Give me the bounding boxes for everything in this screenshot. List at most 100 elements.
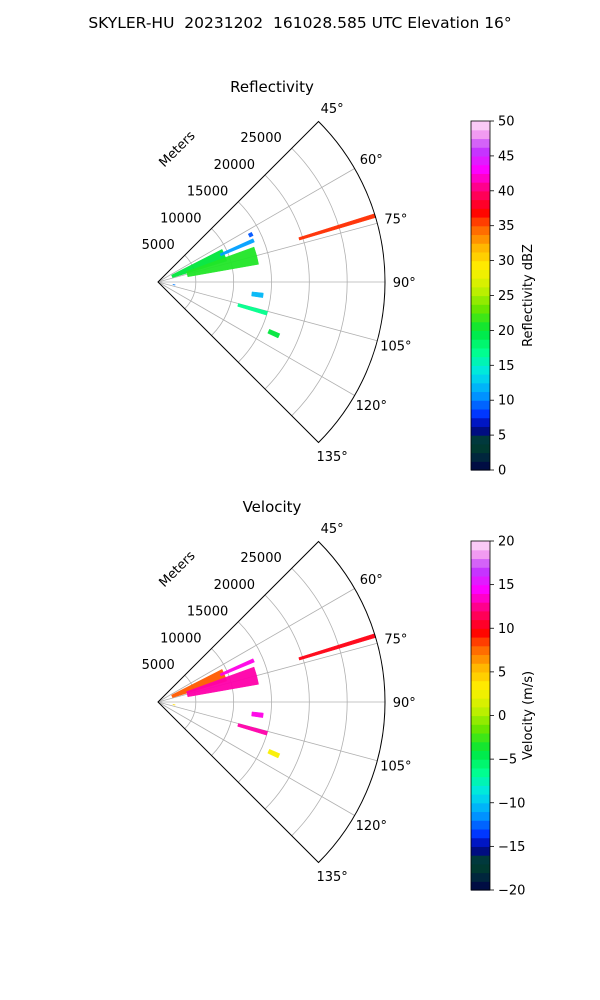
colorbar-segment xyxy=(471,689,490,699)
radar-echo xyxy=(172,284,176,286)
radar-echo xyxy=(237,723,268,736)
colorbar-tick-label: −20 xyxy=(498,884,525,899)
colorbar-tick-label: 25 xyxy=(498,289,515,304)
colorbar-segment xyxy=(471,654,490,664)
colorbar-segment xyxy=(471,365,490,375)
colorbar-segment xyxy=(471,374,490,384)
colorbar-segment xyxy=(471,811,490,821)
figure-title: SKYLER-HU 20231202 161028.585 UTC Elevat… xyxy=(88,14,512,32)
colorbar-tick-label: 20 xyxy=(498,535,515,550)
colorbar-tick-label: 30 xyxy=(498,254,515,269)
colorbar-segment xyxy=(471,855,490,865)
colorbar-segment xyxy=(471,129,490,140)
colorbar-segment xyxy=(471,671,490,682)
colorbar-segment xyxy=(471,828,490,839)
radial-axis-label: Meters xyxy=(157,548,199,590)
colorbar-tick-label: 10 xyxy=(498,622,515,637)
colorbar-segment xyxy=(471,461,490,471)
colorbar-segment xyxy=(471,663,490,673)
radar-echo xyxy=(267,328,281,339)
angular-gridline xyxy=(157,168,355,283)
colorbar-label: Reflectivity dBZ xyxy=(521,244,536,347)
radial-axis-label: Meters xyxy=(157,128,199,170)
colorbar-tick-label: 0 xyxy=(498,709,506,724)
colorbar-segment xyxy=(471,794,490,804)
colorbar-segment xyxy=(471,121,490,131)
colorbar-segment xyxy=(471,776,490,786)
colorbar-segment xyxy=(471,785,490,795)
radial-tick-label: 5000 xyxy=(142,238,175,253)
colorbar-segment xyxy=(471,443,490,454)
radial-tick-label: 15000 xyxy=(187,605,228,620)
colorbar-segment xyxy=(471,750,490,760)
colorbar-segment xyxy=(471,321,490,331)
radial-tick-label: 20000 xyxy=(214,578,255,593)
colorbar-segment xyxy=(471,741,490,751)
theta-tick-label: 45° xyxy=(321,522,344,537)
colorbar-tick-label: 5 xyxy=(498,665,506,680)
colorbar-segment xyxy=(471,452,490,462)
colorbar-segment xyxy=(471,602,490,612)
colorbar-segment xyxy=(471,619,490,629)
colorbar-segment xyxy=(471,435,490,445)
colorbar-segment xyxy=(471,286,490,297)
colorbar-segment xyxy=(471,645,490,656)
colorbar-tick-label: 40 xyxy=(498,184,515,199)
colorbar-tick-label: 0 xyxy=(498,464,506,479)
colorbar-segment xyxy=(471,173,490,183)
radial-tick-label: 25000 xyxy=(240,551,281,566)
colorbar-segment xyxy=(471,164,490,174)
theta-tick-label: 135° xyxy=(316,450,347,465)
theta-tick-label: 105° xyxy=(380,340,411,355)
colorbar-segment xyxy=(471,269,490,279)
polar-sector-border xyxy=(157,120,386,444)
radar-echo xyxy=(247,231,254,238)
colorbar-segment xyxy=(471,278,490,288)
radar-echo xyxy=(267,748,281,759)
colorbar-segment xyxy=(471,698,490,708)
theta-tick-label: 135° xyxy=(316,870,347,885)
colorbar-segment xyxy=(471,846,490,856)
colorbar-segment xyxy=(471,251,490,262)
colorbar-tick-label: −5 xyxy=(498,753,517,768)
colorbar-segment xyxy=(471,820,490,830)
colorbar-segment xyxy=(471,155,490,166)
angular-gridline xyxy=(157,281,355,396)
colorbar-segment xyxy=(471,732,490,743)
colorbar-segment xyxy=(471,417,490,427)
colorbar-segment xyxy=(471,304,490,314)
colorbar-segment xyxy=(471,182,490,192)
colorbar-segment xyxy=(471,400,490,410)
colorbar-segment xyxy=(471,872,490,882)
colorbar-tick-label: 20 xyxy=(498,324,515,339)
colorbar-segment xyxy=(471,706,490,717)
radar-echo xyxy=(186,666,259,698)
polar-sector-border xyxy=(157,540,386,864)
colorbar-segment xyxy=(471,234,490,244)
radar-echo xyxy=(219,238,255,257)
colorbar-segment xyxy=(471,356,490,366)
radial-tick-label: 10000 xyxy=(160,211,201,226)
colorbar-segment xyxy=(471,863,490,874)
colorbar-segment xyxy=(471,575,490,586)
colorbar-segment xyxy=(471,837,490,847)
colorbar-segment xyxy=(471,225,490,236)
colorbar-segment xyxy=(471,541,490,551)
colorbar-segment xyxy=(471,312,490,323)
colorbar-segment xyxy=(471,391,490,401)
theta-tick-label: 90° xyxy=(393,696,416,711)
colorbar-segment xyxy=(471,881,490,891)
reflectivity-panel: Reflectivity 45° 60° 75° 90° 105° 120° 135° 5000… xyxy=(142,78,536,479)
velocity-panel: Velocity 45° 60° 75° 90° 105° 120° 135° 5000 1000… xyxy=(142,498,536,899)
radial-tick-label: 15000 xyxy=(187,185,228,200)
colorbar-segment xyxy=(471,330,490,340)
radial-tick-label: 5000 xyxy=(142,658,175,673)
colorbar-segment xyxy=(471,567,490,577)
radar-echo xyxy=(219,658,255,677)
panel-title: Velocity xyxy=(243,498,302,516)
angular-gridline xyxy=(157,701,355,816)
radial-tick-label: 20000 xyxy=(214,158,255,173)
radar-echo xyxy=(172,704,176,706)
theta-tick-label: 75° xyxy=(384,632,407,647)
colorbar-segment xyxy=(471,558,490,568)
